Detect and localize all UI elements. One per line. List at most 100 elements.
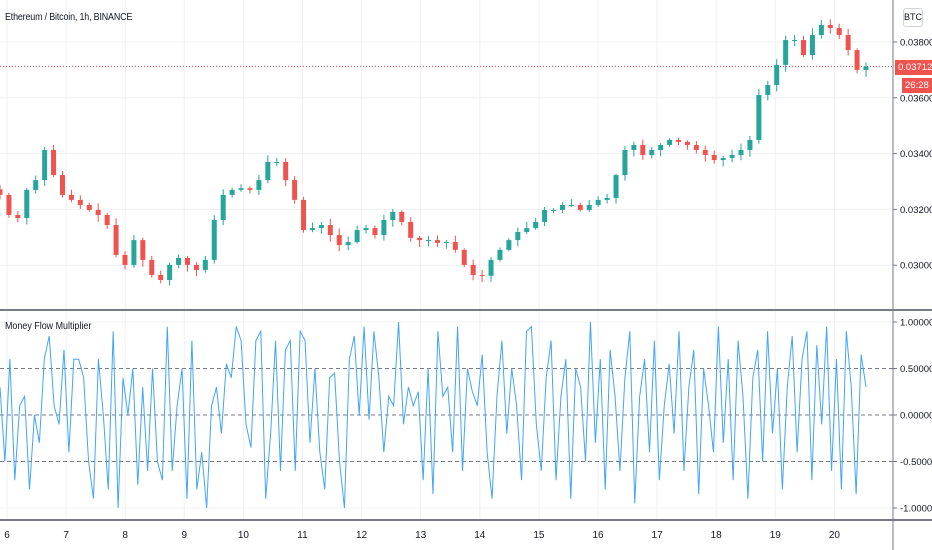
candle-body: [274, 161, 280, 163]
candle-body: [220, 194, 226, 221]
candle-body: [363, 228, 369, 231]
candle-body: [604, 197, 610, 200]
candle-body: [631, 144, 637, 150]
y-tick-label: 0.030000: [900, 261, 932, 272]
candle-body: [613, 175, 619, 198]
candle-body: [95, 209, 101, 215]
candle-body: [202, 259, 208, 270]
candle-body: [301, 199, 307, 231]
candle-body: [167, 264, 173, 280]
candle-body: [336, 235, 342, 246]
candle-body: [649, 149, 655, 155]
candle-body: [801, 40, 807, 56]
x-tick-label: 10: [238, 530, 250, 541]
candle-body: [470, 264, 476, 275]
candle-body: [345, 242, 351, 246]
candle-body: [51, 149, 57, 176]
candle-body: [684, 141, 690, 145]
candle-body: [577, 204, 583, 210]
candle-body: [381, 220, 387, 236]
candle-body: [783, 40, 789, 65]
candle-body: [292, 180, 298, 200]
candle-body: [497, 249, 503, 260]
candle-body: [33, 180, 39, 190]
candle-body: [193, 264, 199, 270]
candle-body: [792, 40, 798, 42]
candle-body: [622, 149, 628, 176]
candle-body: [809, 35, 815, 56]
candle-body: [667, 139, 673, 145]
candle-body: [158, 274, 164, 280]
candle-body: [676, 139, 682, 142]
candle-body: [211, 220, 217, 260]
candle-body: [729, 154, 735, 159]
candle-body: [77, 199, 83, 205]
candle-body: [515, 231, 521, 241]
candle-body: [434, 240, 440, 243]
x-tick-label: 17: [652, 530, 664, 541]
candle-body: [318, 225, 324, 229]
currency-button[interactable]: BTC: [903, 8, 923, 27]
candle-body: [524, 228, 530, 232]
candle-body: [399, 211, 405, 222]
candle-body: [756, 95, 762, 140]
x-tick-label: 14: [474, 530, 486, 541]
candle-body: [390, 211, 396, 221]
candle-body: [854, 50, 860, 70]
x-tick-label: 8: [122, 530, 128, 541]
candle-body: [309, 228, 315, 231]
candle-body: [265, 161, 271, 181]
x-tick-label: 15: [533, 530, 545, 541]
candle-body: [551, 209, 557, 211]
candle-body: [238, 188, 244, 190]
candle-body: [372, 228, 378, 236]
candle-body: [149, 259, 155, 275]
candle-body: [479, 274, 485, 276]
candle-body: [765, 84, 771, 96]
candle-body: [640, 144, 646, 155]
candle-body: [827, 24, 833, 29]
candle-body: [86, 204, 92, 210]
candle-body: [845, 35, 851, 51]
candle-body: [836, 28, 842, 36]
candle-body: [283, 161, 289, 181]
candle-body: [42, 149, 48, 181]
candle-body: [506, 240, 512, 250]
candle-body: [140, 240, 146, 260]
x-tick-label: 20: [829, 530, 841, 541]
candle-body: [738, 149, 744, 155]
candle-body: [658, 144, 664, 150]
candle-body: [354, 230, 360, 243]
candle-body: [6, 194, 12, 215]
candle-body: [59, 175, 65, 195]
candle-body: [327, 225, 333, 236]
candle-body: [104, 214, 110, 226]
candle-body: [247, 188, 253, 190]
last-price-label: 0.037123: [895, 60, 932, 75]
candle-body: [24, 189, 30, 219]
x-tick-label: 18: [711, 530, 723, 541]
candle-body: [747, 139, 753, 150]
countdown-label: 26:28: [902, 78, 932, 93]
x-tick-label: 7: [63, 530, 69, 541]
candle-body: [176, 257, 182, 265]
x-tick-label: 13: [415, 530, 427, 541]
candle-body: [533, 221, 539, 229]
x-tick-label: 12: [356, 530, 368, 541]
candle-body: [131, 240, 137, 265]
candle-body: [68, 194, 74, 200]
candle-body: [559, 204, 565, 210]
candle-body: [586, 204, 592, 210]
candle-body: [693, 144, 699, 150]
candle-body: [426, 240, 432, 242]
candle-body: [542, 209, 548, 222]
candle-body: [461, 249, 467, 265]
